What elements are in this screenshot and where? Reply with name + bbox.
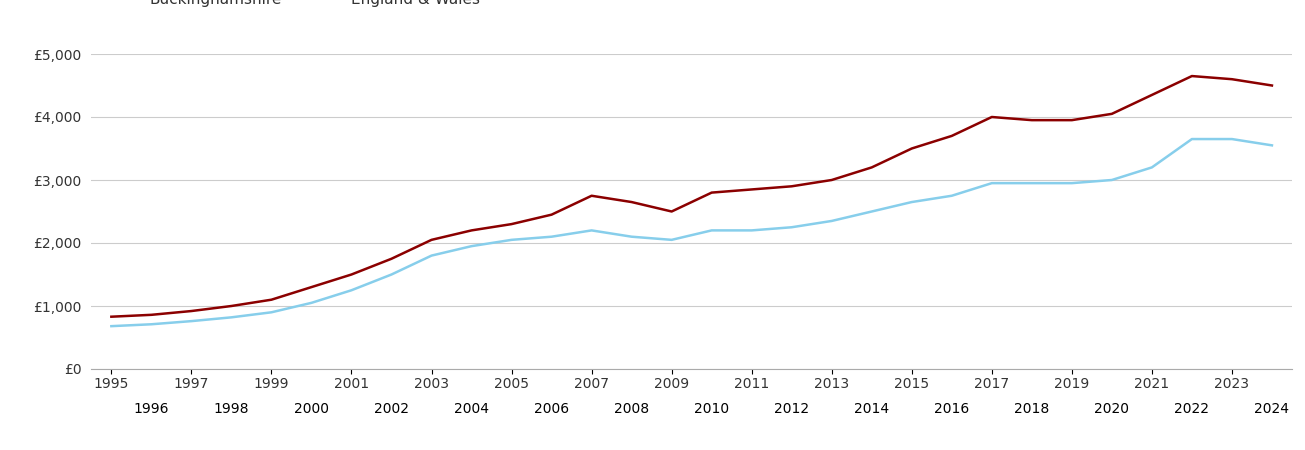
Buckinghamshire (184, 308, 200, 314)
Buckinghamshire (103, 314, 119, 319)
Buckinghamshire (944, 133, 959, 139)
Buckinghamshire (823, 177, 839, 183)
England & Wales (424, 253, 440, 258)
England & Wales (184, 319, 200, 324)
England & Wales (1144, 165, 1160, 170)
England & Wales (1024, 180, 1040, 186)
England & Wales (984, 180, 1000, 186)
Buckinghamshire (463, 228, 479, 233)
Buckinghamshire (1024, 117, 1040, 123)
Buckinghamshire (264, 297, 279, 302)
Buckinghamshire (144, 312, 159, 318)
Buckinghamshire (1184, 73, 1199, 79)
Buckinghamshire (984, 114, 1000, 120)
England & Wales (784, 225, 800, 230)
England & Wales (1104, 177, 1120, 183)
Buckinghamshire (744, 187, 760, 192)
England & Wales (504, 237, 519, 243)
England & Wales (823, 218, 839, 224)
Buckinghamshire (544, 212, 560, 217)
England & Wales (1184, 136, 1199, 142)
Buckinghamshire (424, 237, 440, 243)
England & Wales (744, 228, 760, 233)
Buckinghamshire (1064, 117, 1079, 123)
Buckinghamshire (343, 272, 359, 277)
England & Wales (583, 228, 599, 233)
England & Wales (944, 193, 959, 198)
England & Wales (304, 300, 320, 306)
Buckinghamshire (504, 221, 519, 227)
Buckinghamshire (223, 303, 239, 309)
England & Wales (1224, 136, 1240, 142)
Buckinghamshire (1144, 92, 1160, 98)
Buckinghamshire (384, 256, 399, 261)
England & Wales (1064, 180, 1079, 186)
England & Wales (264, 310, 279, 315)
England & Wales (864, 209, 880, 214)
England & Wales (103, 324, 119, 329)
Buckinghamshire (583, 193, 599, 198)
England & Wales (703, 228, 719, 233)
Buckinghamshire (304, 284, 320, 290)
England & Wales (544, 234, 560, 239)
England & Wales (384, 272, 399, 277)
England & Wales (223, 315, 239, 320)
Legend: Buckinghamshire, England & Wales: Buckinghamshire, England & Wales (99, 0, 479, 7)
England & Wales (664, 237, 680, 243)
Buckinghamshire (784, 184, 800, 189)
Buckinghamshire (664, 209, 680, 214)
England & Wales (343, 288, 359, 293)
England & Wales (1265, 143, 1280, 148)
Buckinghamshire (1104, 111, 1120, 117)
Line: England & Wales: England & Wales (111, 139, 1272, 326)
England & Wales (144, 322, 159, 327)
England & Wales (463, 243, 479, 249)
Line: Buckinghamshire: Buckinghamshire (111, 76, 1272, 317)
England & Wales (624, 234, 639, 239)
Buckinghamshire (624, 199, 639, 205)
Buckinghamshire (1265, 83, 1280, 88)
England & Wales (904, 199, 920, 205)
Buckinghamshire (703, 190, 719, 195)
Buckinghamshire (864, 165, 880, 170)
Buckinghamshire (904, 146, 920, 151)
Buckinghamshire (1224, 76, 1240, 82)
